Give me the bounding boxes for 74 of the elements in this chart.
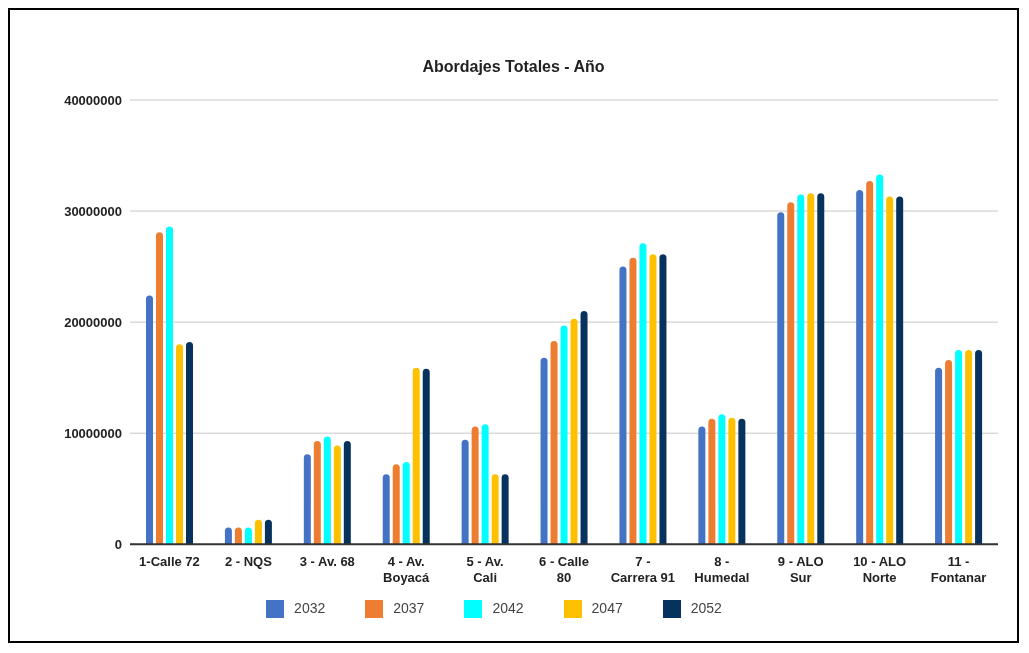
x-tick-label: 8 - Humedal: [694, 554, 750, 586]
bar: [738, 418, 746, 545]
bar: [945, 359, 953, 545]
x-tick-label: 5 - Av. Cali: [466, 554, 504, 586]
bar: [955, 349, 963, 545]
legend-label: 2047: [591, 600, 623, 617]
bar: [560, 325, 568, 545]
bar: [649, 254, 657, 545]
bar: [975, 349, 983, 545]
bar: [501, 474, 509, 545]
bar: [392, 464, 400, 545]
bar: [639, 243, 647, 545]
x-tick-label: 3 - Av. 68: [299, 554, 355, 570]
bar: [550, 341, 558, 545]
x-tick-label: 7 - Carrera 91: [610, 554, 676, 586]
x-tick-label: 2 - NQS: [224, 554, 273, 570]
x-tick-label: 10 - ALO Norte: [853, 554, 907, 586]
bar: [343, 440, 351, 545]
y-tick-label: 40000000: [64, 92, 122, 108]
bar: [412, 367, 420, 545]
legend-label: 2052: [690, 600, 722, 617]
bar: [866, 181, 874, 545]
bar: [570, 318, 578, 545]
bar: [382, 474, 390, 545]
bar: [817, 193, 825, 545]
bar: [461, 439, 469, 545]
bar: [254, 519, 262, 545]
bar: [619, 266, 627, 545]
bar: [876, 174, 884, 545]
bar: [935, 367, 943, 545]
bar: [629, 257, 637, 545]
bar: [698, 426, 706, 545]
bar: [718, 414, 726, 545]
bar: [896, 196, 904, 545]
bar: [965, 349, 973, 545]
y-tick-label: 30000000: [64, 203, 122, 219]
bar: [728, 417, 736, 545]
bar: [402, 462, 410, 545]
bar: [708, 418, 716, 545]
bar: [166, 226, 173, 545]
bar: [787, 202, 795, 545]
bar: [156, 232, 163, 545]
bar: [471, 426, 479, 545]
bar: [580, 311, 588, 545]
bar: [777, 212, 785, 545]
bar: [481, 424, 489, 545]
x-tick-label: 9 - ALO Sur: [777, 554, 824, 586]
bar: [540, 357, 548, 545]
y-tick-label: 20000000: [64, 314, 122, 330]
bar: [313, 440, 321, 545]
bar: [856, 189, 864, 545]
bar: [186, 342, 193, 545]
bar: [323, 436, 331, 545]
legend-label: 2042: [492, 600, 524, 617]
bar: [886, 196, 894, 545]
y-tick-label: 10000000: [64, 425, 122, 441]
bar: [659, 254, 667, 545]
bar: [176, 344, 183, 545]
chart-title: Abordajes Totales - Año: [421, 58, 606, 76]
bar: [422, 368, 430, 545]
bar: [807, 193, 815, 545]
bar: [303, 454, 311, 545]
y-tick-label: 0: [114, 536, 122, 552]
bar: [264, 519, 272, 545]
bar: [491, 474, 499, 545]
legend-label: 2037: [393, 600, 425, 617]
legend-label: 2032: [294, 600, 326, 617]
x-tick-label: 6 - Calle 80: [539, 554, 589, 586]
x-tick-label: 11 - Fontanar: [930, 554, 987, 586]
x-tick-label: 4 - Av. Boyacá: [383, 554, 431, 586]
bar: [797, 194, 805, 545]
x-tick-label: 1-Calle 72: [139, 554, 200, 570]
bar: [146, 295, 153, 545]
bar: [333, 445, 341, 545]
